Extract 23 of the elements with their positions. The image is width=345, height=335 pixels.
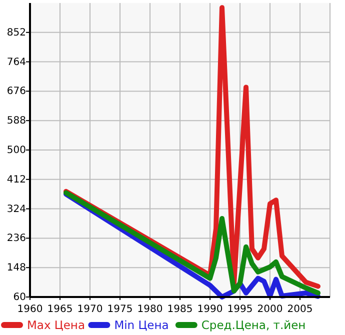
y-tick-label: 588 (6, 116, 26, 127)
y-tick-label: 852 (6, 27, 26, 38)
x-tick-label: 1960 (17, 304, 43, 315)
x-tick-label: 1985 (167, 304, 193, 315)
y-tick-label: 676 (6, 86, 26, 98)
legend-label: Сред.Цена, т.йен (201, 318, 306, 332)
x-tick-label: 1980 (137, 304, 163, 315)
y-tick-label: 500 (6, 145, 26, 156)
x-tick-label: 1990 (197, 304, 223, 315)
y-tick-label: 412 (6, 174, 26, 186)
x-tick-label: 1975 (107, 304, 133, 315)
x-tick-label: 2005 (287, 304, 313, 315)
y-tick-label: 60 (13, 292, 26, 303)
x-tick-label: 1995 (227, 304, 253, 315)
legend-label: Min Цена (114, 318, 169, 332)
y-tick-label: 764 (6, 56, 26, 68)
x-tick-label: 1970 (77, 304, 103, 315)
legend-label: Max Цена (27, 318, 85, 332)
y-tick-label: 148 (6, 262, 26, 274)
x-tick-label: 1965 (47, 304, 73, 315)
y-tick-label: 236 (6, 233, 26, 244)
x-tick-label: 2000 (257, 304, 283, 315)
y-tick-label: 324 (6, 204, 26, 215)
